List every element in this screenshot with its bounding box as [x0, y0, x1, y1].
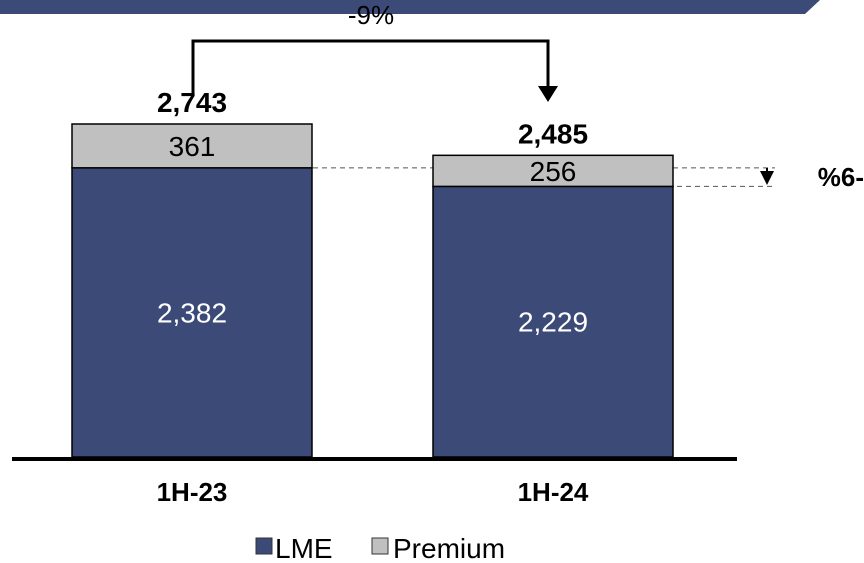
- bar-premium-1h-24: [432, 154, 674, 188]
- total-change-label: -9%: [348, 0, 394, 30]
- data-label-lme-1h-23: 2,382: [157, 297, 227, 328]
- total-label-1h-23: 2,743: [157, 87, 227, 118]
- lme-change-label: %6-: [818, 162, 864, 192]
- data-label-premium-1h-23: 361: [169, 131, 216, 162]
- x-tick-label-1h-23: 1H-23: [157, 477, 228, 507]
- lme-change-arrowhead: [760, 171, 774, 185]
- legend: LME Premium: [255, 533, 505, 563]
- bar-premium-1h-23: [71, 123, 313, 169]
- change-bracket-arrowhead: [538, 86, 558, 102]
- total-label-1h-24: 2,485: [518, 118, 588, 149]
- bar-lme-1h-23: [71, 167, 313, 458]
- legend-swatch-premium: [371, 537, 389, 555]
- bar-lme-1h-24: [432, 185, 674, 458]
- legend-label-premium: Premium: [393, 533, 505, 563]
- x-tick-label-1h-24: 1H-24: [518, 477, 589, 507]
- data-label-premium-1h-24: 256: [530, 156, 577, 187]
- data-label-lme-1h-24: 2,229: [518, 307, 588, 338]
- header-band: [0, 0, 820, 14]
- legend-label-lme: LME: [275, 533, 333, 563]
- change-bracket: [191, 39, 550, 95]
- legend-swatch-lme: [255, 537, 273, 555]
